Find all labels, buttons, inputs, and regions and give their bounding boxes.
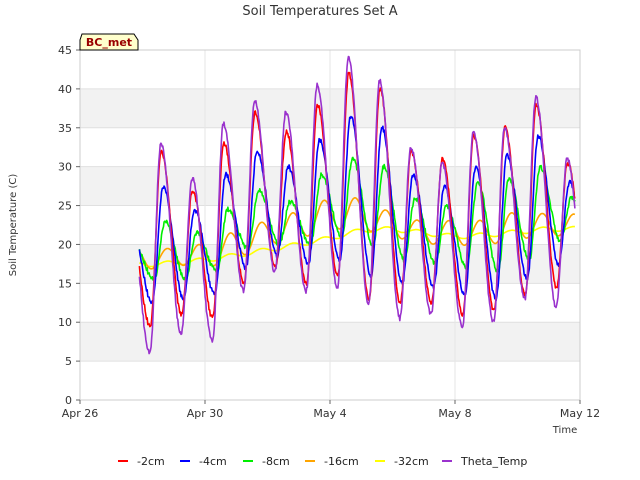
x-tick-label: May 4 [313, 407, 346, 420]
badge-box [79, 33, 139, 51]
x-tick-label: May 8 [438, 407, 471, 420]
y-tick-label: 15 [58, 277, 72, 290]
legend-label: Theta_Temp [460, 455, 527, 468]
station-badge: BC_met [79, 33, 139, 51]
series-lines [138, 55, 576, 355]
legend-item: -8cm [243, 455, 290, 468]
y-tick-label: 45 [58, 44, 72, 57]
series-line-thetatemp [138, 55, 576, 355]
y-tick-label: 0 [65, 394, 72, 407]
x-tick-label: Apr 26 [62, 407, 99, 420]
legend-item: -16cm [305, 455, 359, 468]
legend-item: -32cm [375, 455, 429, 468]
x-tick-label: Apr 30 [187, 407, 224, 420]
legend-label: -4cm [199, 455, 227, 468]
legend-item: -2cm [118, 455, 165, 468]
x-tick-label: May 12 [560, 407, 600, 420]
y-axis-label: Soil Temperature (C) [8, 174, 19, 277]
series-line-8cm [138, 156, 576, 282]
y-tick-label: 5 [65, 355, 72, 368]
x-axis-label: Time [552, 425, 577, 436]
y-tick-label: 30 [58, 161, 72, 174]
y-axis-ticks: 0 5 10 15 20 25 30 35 40 45 [58, 44, 80, 407]
legend-label: -2cm [137, 455, 165, 468]
badge-text: BC_met [86, 36, 132, 49]
legend-label: -32cm [394, 455, 429, 468]
y-tick-label: 35 [58, 122, 72, 135]
legend-item: -4cm [180, 455, 227, 468]
x-axis-ticks: Apr 26 Apr 30 May 4 May 8 May 12 [62, 400, 600, 420]
y-tick-label: 25 [58, 200, 72, 213]
legend-item: Theta_Temp [442, 455, 527, 468]
y-tick-label: 20 [58, 238, 72, 251]
y-tick-label: 10 [58, 316, 72, 329]
legend: -2cm -4cm -8cm -16cm -32cm Theta_Temp [118, 455, 527, 468]
y-tick-label: 40 [58, 83, 72, 96]
legend-label: -8cm [262, 455, 290, 468]
legend-label: -16cm [324, 455, 359, 468]
chart-title: Soil Temperatures Set A [242, 4, 397, 19]
